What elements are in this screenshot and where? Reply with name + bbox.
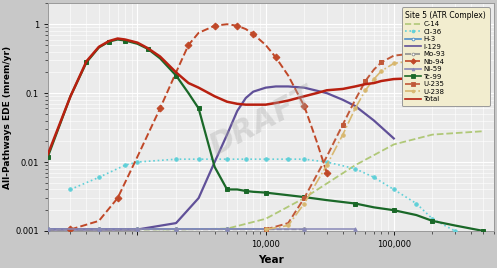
Y-axis label: All-Pathways EDE (mrem/yr): All-Pathways EDE (mrem/yr) <box>3 46 12 189</box>
Legend: C-14, Cl-36, H-3, I-129, Mo-93, Nb-94, Ni-59, Tc-99, U-235, U-238, Total: C-14, Cl-36, H-3, I-129, Mo-93, Nb-94, N… <box>402 7 490 106</box>
Text: DRAFT: DRAFT <box>205 82 319 161</box>
X-axis label: Year: Year <box>258 255 284 265</box>
